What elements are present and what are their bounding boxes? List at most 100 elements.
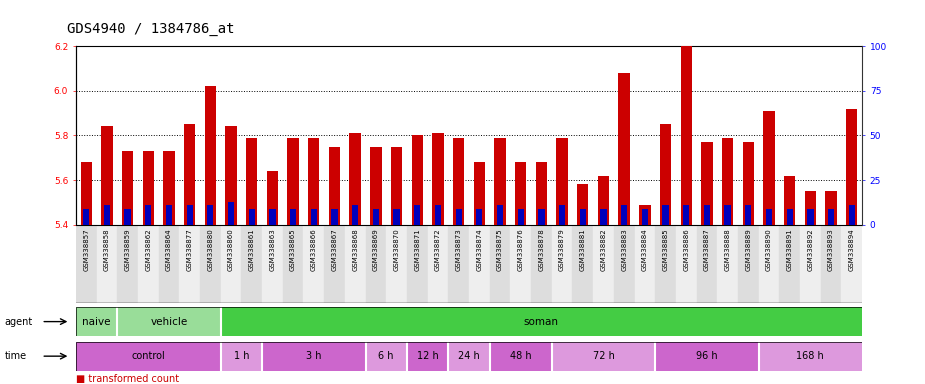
Bar [655, 225, 676, 303]
Bar [117, 307, 221, 336]
Text: 1 h: 1 h [234, 351, 249, 361]
Text: 24 h: 24 h [458, 351, 480, 361]
Text: GDS4940 / 1384786_at: GDS4940 / 1384786_at [67, 23, 234, 36]
Bar [365, 342, 407, 371]
Bar [249, 209, 255, 225]
Text: GSM338864: GSM338864 [166, 228, 172, 271]
Bar [619, 73, 630, 225]
Bar [166, 205, 172, 225]
Bar [476, 209, 483, 225]
Text: GSM338868: GSM338868 [352, 228, 358, 271]
Text: GSM338880: GSM338880 [207, 228, 214, 271]
Bar [76, 225, 96, 303]
Text: GSM338865: GSM338865 [290, 228, 296, 271]
Bar [241, 225, 262, 303]
Text: GSM338876: GSM338876 [518, 228, 524, 271]
Bar [557, 137, 568, 225]
Bar [142, 151, 154, 225]
Bar [704, 205, 710, 225]
Text: vehicle: vehicle [151, 316, 188, 327]
Bar [226, 126, 237, 225]
Bar [104, 205, 110, 225]
Bar [187, 205, 192, 225]
Bar [614, 225, 635, 303]
Bar [290, 209, 296, 225]
Text: GSM338870: GSM338870 [393, 228, 400, 271]
Bar [820, 225, 842, 303]
Text: GSM338861: GSM338861 [249, 228, 254, 271]
Text: GSM338879: GSM338879 [559, 228, 565, 271]
Text: GSM338871: GSM338871 [414, 228, 420, 271]
Bar [848, 205, 855, 225]
Bar [551, 225, 573, 303]
Text: GSM338891: GSM338891 [786, 228, 793, 271]
Text: ■ transformed count: ■ transformed count [76, 374, 179, 384]
Text: GSM338859: GSM338859 [125, 228, 130, 271]
Bar [763, 111, 774, 225]
Text: GSM338878: GSM338878 [538, 228, 545, 271]
Text: GSM338887: GSM338887 [704, 228, 709, 271]
Bar [662, 205, 669, 225]
Bar [345, 225, 365, 303]
Bar [531, 225, 551, 303]
Bar [432, 133, 444, 225]
Bar [701, 142, 712, 225]
Bar [639, 205, 650, 225]
Bar [145, 205, 152, 225]
Bar [435, 205, 441, 225]
Bar [717, 225, 738, 303]
Bar [125, 209, 130, 225]
Bar [101, 126, 113, 225]
Bar [494, 137, 506, 225]
Bar [352, 205, 358, 225]
Bar [683, 205, 689, 225]
Text: GSM338882: GSM338882 [600, 228, 607, 271]
Bar [393, 209, 400, 225]
Bar [497, 205, 503, 225]
Text: 12 h: 12 h [417, 351, 438, 361]
Bar [635, 225, 655, 303]
Bar [600, 209, 607, 225]
Bar [580, 209, 586, 225]
Bar [266, 171, 278, 225]
Text: 48 h: 48 h [510, 351, 532, 361]
Bar [158, 225, 179, 303]
Bar [738, 225, 758, 303]
Bar [407, 342, 449, 371]
Text: GSM338877: GSM338877 [187, 228, 192, 271]
Bar [489, 342, 551, 371]
Bar [365, 225, 387, 303]
Bar [414, 205, 420, 225]
Bar [449, 342, 489, 371]
Bar [283, 225, 303, 303]
Text: agent: agent [5, 316, 33, 327]
Bar [598, 175, 610, 225]
Text: GSM338885: GSM338885 [662, 228, 669, 271]
Bar [262, 225, 283, 303]
Bar [805, 191, 816, 225]
Bar [655, 342, 758, 371]
Text: time: time [5, 351, 27, 361]
Text: GSM338873: GSM338873 [456, 228, 462, 271]
Text: GSM338872: GSM338872 [435, 228, 441, 271]
Text: GSM338893: GSM338893 [828, 228, 834, 271]
Text: GSM338883: GSM338883 [622, 228, 627, 271]
Bar [784, 175, 796, 225]
Bar [515, 162, 526, 225]
Bar [204, 86, 216, 225]
Bar [207, 205, 214, 225]
Bar [573, 225, 593, 303]
Bar [551, 342, 655, 371]
Bar [449, 225, 469, 303]
Bar [489, 225, 511, 303]
Text: 96 h: 96 h [697, 351, 718, 361]
Bar [722, 137, 734, 225]
Bar [697, 225, 717, 303]
Bar [846, 109, 857, 225]
Bar [328, 147, 340, 225]
Text: GSM338884: GSM338884 [642, 228, 647, 271]
Text: 72 h: 72 h [593, 351, 614, 361]
Bar [455, 209, 462, 225]
Text: GSM338862: GSM338862 [145, 228, 152, 271]
Bar [122, 151, 133, 225]
